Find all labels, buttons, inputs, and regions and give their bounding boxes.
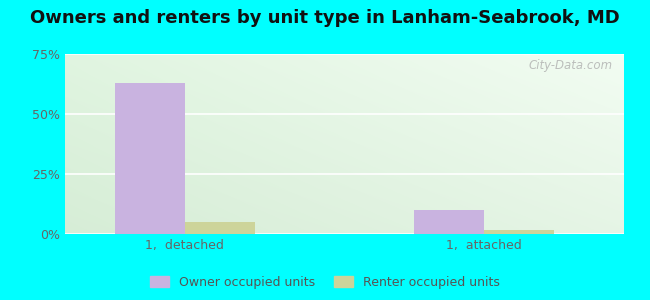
Bar	[185, 222, 255, 234]
Bar	[484, 230, 554, 234]
Text: Owners and renters by unit type in Lanham-Seabrook, MD: Owners and renters by unit type in Lanha…	[30, 9, 620, 27]
Text: City-Data.com: City-Data.com	[528, 59, 613, 72]
Bar	[415, 210, 484, 234]
Legend: Owner occupied units, Renter occupied units: Owner occupied units, Renter occupied un…	[146, 271, 504, 294]
Bar	[115, 83, 185, 234]
